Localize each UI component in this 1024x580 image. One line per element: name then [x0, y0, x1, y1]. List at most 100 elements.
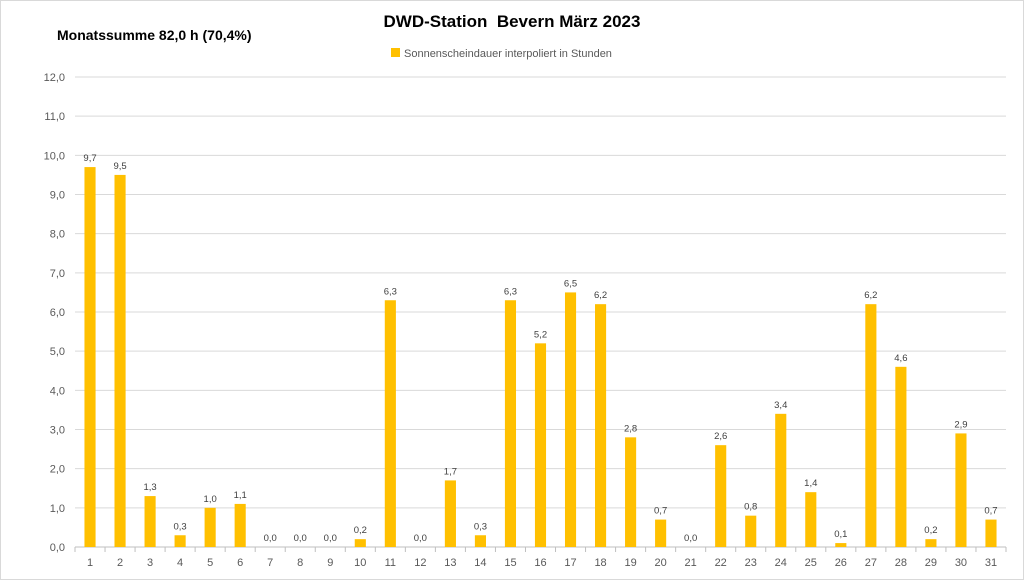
data-label: 2,9 [954, 419, 967, 430]
monthly-sum-text: Monatssumme 82,0 h (70,4%) [57, 27, 252, 43]
x-tick-label: 30 [955, 557, 967, 569]
x-tick-label: 4 [177, 557, 183, 569]
bar-series [84, 167, 997, 548]
x-tick-label: 7 [267, 557, 273, 569]
y-tick-label: 10,0 [44, 150, 65, 162]
y-tick-label: 9,0 [50, 190, 65, 202]
x-tick-label: 5 [207, 557, 213, 569]
data-label: 6,3 [504, 286, 517, 297]
x-tick-label: 15 [504, 557, 516, 569]
x-tick-label: 3 [147, 557, 153, 569]
x-tick-label: 27 [865, 557, 877, 569]
x-tick-label: 28 [895, 557, 907, 569]
data-label: 1,3 [143, 482, 156, 493]
bar-day-3 [144, 496, 156, 547]
x-tick-label: 25 [805, 557, 817, 569]
bar-day-20 [655, 519, 667, 547]
x-tick-label: 8 [297, 557, 303, 569]
bar-day-17 [564, 292, 577, 547]
x-tick-label: 11 [385, 557, 396, 569]
x-tick-label: 16 [534, 557, 546, 569]
x-tick-label: 13 [444, 557, 456, 569]
y-axis-ticks: 0,0 1,0 2,0 3,0 4,0 5,0 6,0 7,0 8,0 9,0 10,0 11,0 12… [44, 72, 65, 554]
y-tick-label: 2,0 [50, 464, 65, 476]
x-tick-label: 20 [655, 557, 667, 569]
y-tick-label: 8,0 [50, 229, 65, 241]
bar-day-16 [534, 343, 547, 547]
data-label: 0,3 [474, 521, 487, 532]
x-tick-label: 23 [745, 557, 757, 569]
bar-day-14 [474, 535, 486, 547]
data-label: 0,7 [654, 506, 667, 517]
data-label: 3,4 [774, 400, 787, 411]
bar-day-23 [745, 515, 757, 547]
data-label: 9,5 [113, 161, 126, 172]
bar-day-6 [234, 503, 246, 547]
bar-day-27 [865, 304, 877, 547]
data-label: 4,6 [894, 353, 907, 364]
legend-label: Sonnenscheindauer interpoliert in Stunde… [404, 48, 612, 60]
bar-day-25 [805, 492, 817, 547]
x-tick-label: 9 [327, 557, 333, 569]
x-tick-label: 31 [985, 557, 997, 569]
bar-day-13 [444, 480, 456, 547]
y-tick-label: 1,0 [50, 503, 65, 515]
x-tick-label: 12 [414, 557, 426, 569]
data-label: 0,0 [684, 533, 697, 544]
data-label: 6,3 [384, 286, 397, 297]
bar-day-2 [114, 174, 126, 547]
data-label: 1,4 [804, 478, 817, 489]
x-tick-label: 1 [87, 557, 93, 569]
y-tick-label: 4,0 [50, 385, 65, 397]
y-tick-label: 0,0 [50, 542, 65, 554]
bar-day-11 [384, 300, 396, 547]
data-label: 1,0 [204, 494, 217, 505]
data-label: 2,8 [624, 423, 637, 434]
data-label: 2,6 [714, 431, 727, 442]
x-tick-label: 26 [835, 557, 847, 569]
y-tick-label: 7,0 [50, 268, 65, 280]
y-tick-label: 5,0 [50, 346, 65, 358]
data-label: 0,0 [414, 533, 427, 544]
data-label: 0,2 [354, 525, 367, 536]
data-labels: 9,7 9,5 1,3 0,3 1,0 1,1 0,0 0,0 0,0 0,2 6,3 0,0 1,7 0… [83, 153, 997, 544]
x-tick-label: 29 [925, 557, 937, 569]
data-label: 1,1 [234, 490, 247, 501]
bar-day-29 [925, 539, 937, 547]
data-label: 0,0 [324, 533, 337, 544]
x-tick-label: 24 [775, 557, 787, 569]
bar-day-22 [715, 445, 727, 547]
bar-day-28 [895, 366, 907, 547]
data-label: 0,1 [834, 529, 847, 540]
legend: Sonnenscheindauer interpoliert in Stunde… [391, 48, 612, 60]
bar-day-10 [354, 539, 366, 547]
bar-day-1 [84, 167, 96, 548]
bar-day-24 [775, 413, 787, 547]
data-label: 0,0 [264, 533, 277, 544]
bar-day-30 [955, 433, 967, 547]
bar-day-15 [504, 300, 517, 547]
legend-swatch [391, 48, 400, 57]
x-tick-label: 2 [117, 557, 123, 569]
chart-title: DWD-Station Bevern März 2023 [384, 12, 641, 31]
bar-day-18 [595, 304, 607, 547]
x-axis-ticks: 1 2 3 4 5 6 7 8 9 10 11 12 13 14 15 16 17 18 19 20 21 22 23 24 2… [74, 547, 1007, 569]
data-label: 6,2 [864, 290, 877, 301]
data-label: 0,0 [294, 533, 307, 544]
x-tick-label: 22 [715, 557, 727, 569]
data-label: 0,2 [924, 525, 937, 536]
bar-day-31 [985, 519, 997, 547]
data-label: 0,8 [744, 502, 757, 513]
x-tick-label: 17 [564, 557, 576, 569]
x-tick-label: 21 [685, 557, 697, 569]
data-label: 5,2 [534, 329, 547, 340]
x-tick-label: 19 [624, 557, 636, 569]
bar-day-26 [835, 543, 847, 547]
x-tick-label: 10 [354, 557, 366, 569]
data-label: 0,7 [984, 506, 997, 517]
bar-day-5 [204, 507, 216, 547]
bar-day-19 [625, 437, 637, 547]
data-label: 0,3 [174, 521, 187, 532]
x-tick-label: 18 [594, 557, 606, 569]
